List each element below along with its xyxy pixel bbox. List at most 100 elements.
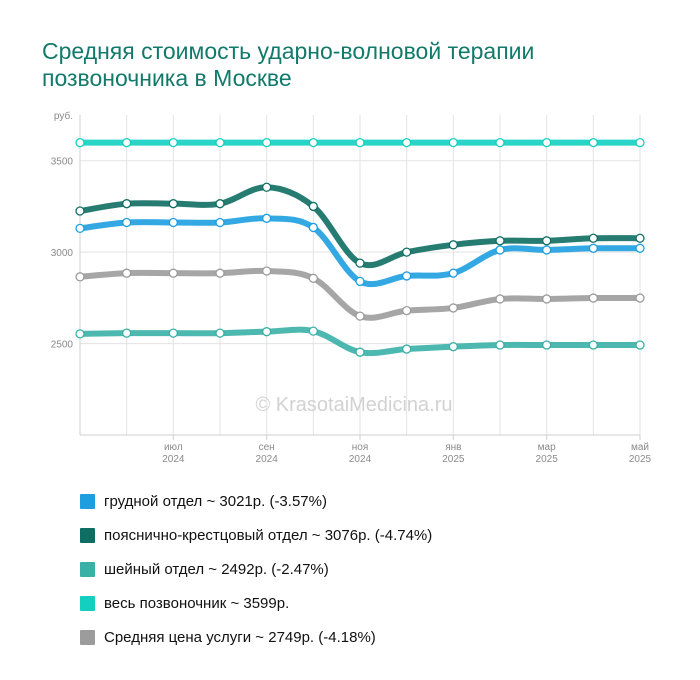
data-point [355, 137, 365, 148]
data-point [168, 137, 178, 148]
data-point [448, 303, 458, 313]
data-point [495, 294, 505, 304]
watermark-text: © KrasotaiMedicina.ru [255, 394, 452, 416]
x-tick-label-month: июл [164, 442, 183, 453]
legend-item: грудной отдел ~ 3021р. (-3.57%) [80, 484, 432, 518]
data-point [215, 328, 225, 338]
data-point [635, 243, 645, 253]
x-tick-label-year: 2024 [162, 454, 185, 465]
data-point [308, 273, 318, 283]
data-point [122, 199, 132, 209]
data-point [168, 199, 178, 209]
data-point [215, 199, 225, 209]
data-point [588, 243, 598, 253]
data-point [588, 233, 598, 243]
data-point [308, 201, 318, 212]
data-point [402, 137, 412, 148]
data-point [122, 217, 132, 228]
data-point [402, 247, 412, 257]
data-point [308, 326, 318, 336]
data-point [402, 271, 412, 281]
data-point [122, 328, 132, 338]
data-point [122, 268, 132, 278]
y-tick-label: 2500 [51, 340, 74, 351]
x-tick-label-year: 2024 [256, 454, 279, 465]
legend-swatch [80, 595, 95, 611]
data-point [262, 266, 272, 276]
legend-label: пояснично-крестцовый отдел ~ 3076р. (-4.… [104, 526, 433, 544]
series-group [75, 326, 645, 357]
chart-axes: 250030003500руб.июл2024сен2024ноя2024янв… [51, 110, 652, 465]
legend-swatch [80, 493, 95, 509]
legend-swatch [80, 561, 95, 577]
data-point [355, 258, 365, 268]
y-tick-label: 3000 [51, 248, 74, 259]
data-point [495, 236, 505, 246]
data-point [635, 340, 645, 350]
series-group [75, 213, 645, 288]
data-point [355, 311, 365, 321]
data-point [402, 306, 412, 316]
data-point [542, 236, 552, 246]
series-group [75, 137, 645, 148]
data-point [308, 222, 318, 233]
data-point [215, 217, 225, 228]
data-point [262, 182, 272, 192]
legend-item: пояснично-крестцовый отдел ~ 3076р. (-4.… [80, 518, 432, 552]
data-point [448, 137, 458, 148]
data-point [308, 137, 318, 148]
data-point [75, 223, 85, 234]
data-point [168, 268, 178, 278]
data-point [215, 268, 225, 278]
data-point [495, 340, 505, 350]
chart-legend: грудной отдел ~ 3021р. (-3.57%) пояснично… [80, 484, 432, 654]
data-point [262, 213, 272, 223]
legend-label: грудной отдел ~ 3021р. (-3.57%) [104, 492, 327, 510]
series-group [75, 266, 645, 321]
line-chart: © KrasotaiMedicina.ru 2500 3000 3500 руб. ию… [51, 110, 652, 465]
data-point [588, 137, 598, 148]
data-point [635, 233, 645, 243]
x-tick-label-month: ноя [352, 442, 369, 453]
data-point [635, 137, 645, 148]
data-point [122, 137, 132, 148]
data-point [75, 272, 85, 282]
data-point [168, 217, 178, 228]
data-point [215, 137, 225, 148]
x-tick-label-month: май [631, 442, 649, 453]
legend-item: шейный отдел ~ 2492р. (-2.47%) [80, 552, 432, 586]
y-tick-label: 3500 [51, 157, 74, 168]
data-point [448, 268, 458, 278]
legend-item: Средняя цена услуги ~ 2749р. (-4.18%) [80, 620, 432, 654]
chart-title-line-1: Средняя стоимость ударно-волновой терапи… [42, 38, 535, 64]
data-point [262, 327, 272, 337]
data-point [495, 245, 505, 255]
data-point [542, 137, 552, 148]
chart-title-line-2: позвоночника в Москве [42, 65, 292, 91]
x-tick-label-month: мар [538, 442, 556, 453]
legend-label: весь позвоночник ~ 3599р. [104, 594, 290, 612]
data-point [75, 206, 85, 216]
x-tick-label-year: 2025 [536, 454, 559, 465]
x-tick-label-year: 2025 [442, 454, 465, 465]
data-point [542, 294, 552, 304]
y-axis-label: руб. [54, 110, 73, 122]
data-point [588, 340, 598, 350]
data-point [495, 137, 505, 148]
legend-item: весь позвоночник ~ 3599р. [80, 586, 432, 620]
data-point [402, 344, 412, 354]
data-point [75, 329, 85, 339]
data-point [542, 245, 552, 255]
x-tick-label-month: янв [445, 442, 461, 453]
chart-series [75, 137, 645, 357]
series-group [75, 182, 645, 269]
data-point [355, 276, 365, 287]
legend-label: шейный отдел ~ 2492р. (-2.47%) [104, 560, 329, 578]
x-tick-label-year: 2024 [349, 454, 372, 465]
data-point [588, 293, 598, 303]
data-point [355, 347, 365, 357]
data-point [542, 340, 552, 350]
x-tick-label-year: 2025 [629, 454, 652, 465]
chart-title: Средняя стоимость ударно-волновой терапи… [42, 38, 662, 92]
legend-swatch [80, 629, 95, 645]
